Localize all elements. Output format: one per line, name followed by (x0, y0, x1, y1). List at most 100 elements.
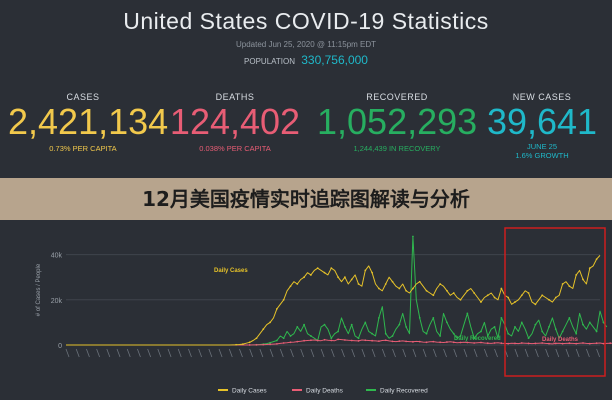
data-point (303, 323, 305, 326)
data-point (412, 287, 414, 290)
data-point (568, 316, 571, 319)
data-point (412, 340, 414, 343)
x-tick-mark (483, 348, 488, 358)
data-point (480, 341, 482, 344)
data-point (541, 294, 544, 297)
data-point (548, 326, 550, 328)
data-point (371, 271, 374, 274)
x-tick-mark (290, 348, 294, 358)
data-point (500, 342, 503, 345)
legend-label: Daily Cases (232, 388, 267, 395)
x-tick-mark (228, 348, 233, 358)
data-point (548, 342, 550, 345)
data-point (364, 321, 367, 324)
data-point (534, 323, 537, 326)
x-tick-mark (198, 348, 203, 358)
data-point (405, 289, 408, 292)
data-point (459, 298, 462, 301)
data-point (439, 283, 442, 285)
data-point (486, 335, 489, 337)
data-point (364, 269, 367, 272)
data-point (493, 326, 496, 328)
x-tick-mark (361, 348, 366, 358)
x-tick-mark (453, 348, 458, 358)
data-point (248, 344, 251, 346)
data-point (289, 335, 292, 337)
data-point (316, 339, 319, 342)
heading-band: 12月美国疫情实时追踪图解读与分析 (0, 178, 612, 220)
data-point (378, 316, 380, 319)
deaths-line (66, 338, 612, 346)
data-point (514, 326, 516, 328)
data-point (405, 340, 408, 343)
stat-label: NEW CASES (512, 92, 572, 102)
x-tick-mark (555, 348, 560, 358)
data-point (480, 301, 482, 303)
line-chart: 0 20k 40k # of Cases / People Daily Cases Dai… (36, 227, 612, 395)
data-point (269, 343, 271, 346)
legend-label: Daily Recovered (380, 388, 428, 395)
x-tick-mark (65, 348, 70, 358)
series-annotation: Daily Cases (214, 268, 248, 274)
data-point (609, 342, 612, 345)
x-tick-mark (188, 348, 192, 358)
x-tick-mark (126, 348, 131, 358)
data-point (350, 278, 353, 281)
data-point (514, 342, 516, 345)
x-tick-mark (443, 348, 447, 358)
data-point (296, 326, 299, 328)
data-point (527, 337, 530, 340)
data-point (309, 339, 312, 342)
data-point (452, 341, 455, 344)
data-point (350, 339, 353, 342)
data-point (371, 339, 374, 342)
data-point (323, 271, 326, 274)
data-point (541, 342, 544, 344)
x-tick-mark (269, 348, 274, 358)
data-point (473, 342, 476, 344)
data-point (289, 341, 292, 344)
x-tick-mark (310, 348, 315, 358)
data-point (303, 339, 305, 342)
x-tick-mark (545, 348, 549, 358)
x-tick-mark (177, 348, 182, 358)
data-point (323, 338, 326, 341)
data-point (582, 278, 584, 281)
y-tick-label: 0 (58, 343, 62, 350)
data-point (275, 307, 278, 310)
data-point (520, 294, 523, 297)
data-point (275, 342, 278, 345)
data-point (466, 289, 469, 292)
data-point (507, 332, 510, 335)
series-annotation: Daily Deaths (542, 337, 579, 343)
population: POPULATION 330,756,000 (0, 53, 612, 67)
data-point (500, 287, 503, 290)
x-tick-mark (116, 348, 121, 358)
data-point (595, 258, 598, 261)
data-point (391, 335, 394, 337)
x-tick-mark (259, 348, 264, 358)
x-tick-mark (279, 348, 284, 358)
data-point (575, 342, 578, 345)
dashboard-screenshot: United States COVID-19 Statistics Update… (0, 0, 612, 178)
data-point (418, 340, 421, 343)
chart-panel: 0 20k 40k # of Cases / People Daily Cases Dai… (0, 220, 612, 400)
data-point (473, 292, 476, 294)
data-point (493, 342, 496, 344)
data-point (446, 341, 448, 343)
data-point (554, 296, 557, 299)
x-tick-mark (167, 348, 172, 358)
stat-sub: 0.038% PER CAPITA (199, 144, 271, 153)
x-tick-mark (371, 348, 376, 358)
data-point (459, 341, 462, 344)
stat-label: RECOVERED (366, 92, 428, 102)
data-point (241, 343, 244, 345)
data-point (561, 342, 564, 345)
data-point (248, 341, 251, 344)
data-point (391, 280, 394, 283)
data-point (309, 274, 312, 276)
data-point (466, 341, 469, 344)
stat-cases: CASES 2,421,134 0.73% PER CAPITA (8, 92, 168, 153)
stat-value: 124,402 (169, 101, 301, 142)
data-point (500, 316, 503, 319)
